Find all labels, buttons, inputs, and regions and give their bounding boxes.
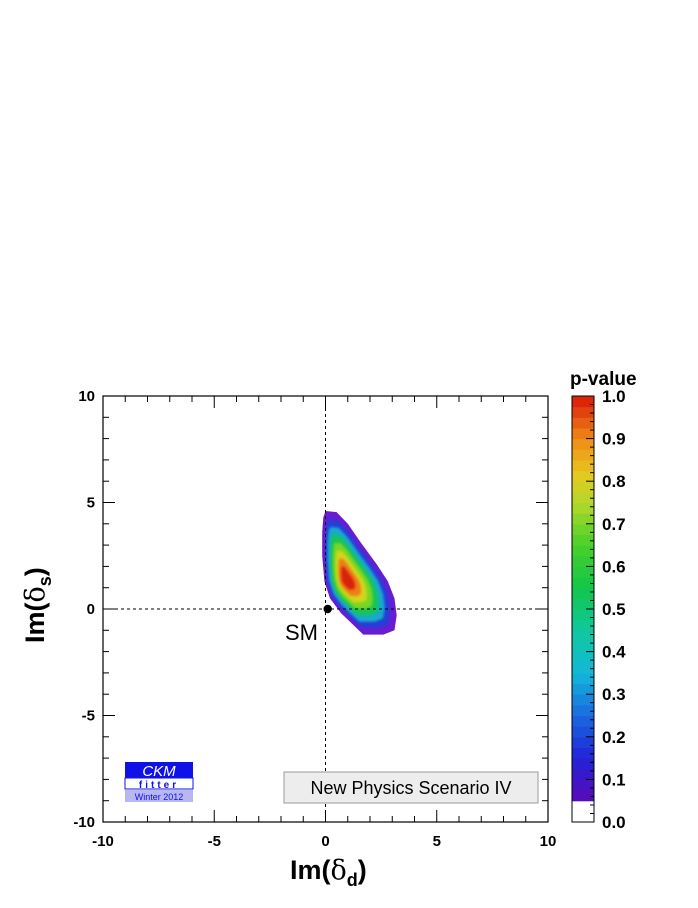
colorbar-tick-label: 0.6	[602, 557, 626, 576]
colorbar-tick-label: 0.0	[602, 813, 626, 832]
axis-ticks	[102, 395, 549, 823]
colorbar-tick-label: 1.0	[602, 387, 626, 406]
colorbar-segment	[572, 470, 594, 482]
colorbar-segment	[572, 672, 594, 685]
colorbar-segment	[572, 651, 594, 663]
colorbar-segment	[572, 704, 594, 717]
colorbar-segment	[572, 598, 594, 610]
colorbar-tick-label: 0.7	[602, 515, 626, 534]
colorbar-title: p-value	[570, 369, 637, 390]
x-tick-label: 0	[321, 833, 329, 850]
colorbar-segment	[572, 790, 594, 802]
logo-date-text: Winter 2012	[135, 792, 184, 802]
colorbar-segment	[572, 502, 594, 514]
x-tick-label: 5	[433, 833, 441, 850]
y-tick-label: -5	[82, 708, 95, 725]
colorbar-segment	[572, 758, 594, 770]
ckmfitter-logo: CKM fitter Winter 2012	[124, 762, 194, 802]
colorbar-tick-label: 0.1	[602, 770, 626, 789]
colorbar-segment	[572, 694, 594, 706]
colorbar-segment	[572, 566, 594, 578]
colorbar-segment	[572, 555, 594, 567]
colorbar-segment	[572, 662, 594, 674]
colorbar-segment	[572, 726, 594, 738]
colorbar-segment	[572, 609, 594, 621]
contour-region-p0.95	[341, 566, 356, 590]
colorbar-segment	[572, 513, 594, 525]
colorbar-segment	[572, 438, 594, 450]
x-tick-label: 10	[540, 833, 557, 850]
colorbar-segment	[572, 587, 594, 599]
y-tick-label: 10	[78, 388, 95, 405]
x-tick-label: -5	[208, 833, 221, 850]
colorbar-segment	[572, 619, 594, 631]
colorbar-tick-label: 0.8	[602, 472, 626, 491]
colorbar-tick-label: 0.2	[602, 728, 626, 747]
colorbar-segment	[572, 768, 594, 780]
x-axis-title: Im(δd)	[290, 855, 367, 890]
y-tick-label: 0	[87, 601, 95, 618]
colorbar-segment	[572, 459, 594, 472]
colorbar-segment	[572, 545, 594, 557]
colorbar-segment	[572, 523, 594, 536]
colorbar-segment	[572, 417, 594, 429]
y-tick-label: 5	[87, 495, 95, 512]
colorbar-segment	[572, 481, 594, 493]
colorbar-tick-label: 0.4	[602, 643, 626, 662]
p-value-contours	[322, 511, 397, 635]
scenario-legend-text: New Physics Scenario IV	[310, 778, 511, 798]
colorbar-segment	[572, 534, 594, 546]
colorbar: 0.0 0.1 0.2 0.3 0.4 0.5 0.6 0.7 0.8 0.9 1.0	[571, 387, 626, 832]
colorbar-segment	[572, 427, 594, 440]
colorbar-segment	[572, 715, 594, 727]
y-tick-label: -10	[73, 814, 95, 831]
colorbar-tick-label: 0.5	[602, 600, 626, 619]
colorbar-segment	[572, 747, 594, 759]
logo-ckm-text: CKM	[142, 763, 176, 780]
colorbar-segment	[572, 396, 594, 408]
colorbar-segment	[572, 406, 594, 418]
logo-fitter-text: fitter	[139, 780, 179, 791]
colorbar-tick-label: 0.9	[602, 430, 626, 449]
sm-label: SM	[285, 620, 318, 645]
colorbar-segment	[572, 449, 594, 461]
colorbar-segment	[572, 779, 594, 791]
sm-point	[323, 604, 332, 614]
x-tick-label: -10	[92, 833, 114, 850]
y-axis-title: Im(δs)	[20, 567, 55, 643]
colorbar-segment	[572, 811, 594, 823]
colorbar-segment	[572, 800, 594, 812]
colorbar-segment	[572, 736, 594, 749]
colorbar-segment	[572, 640, 594, 653]
colorbar-segment	[572, 491, 594, 504]
colorbar-segment	[572, 683, 594, 695]
axis-tick-labels: -10 -5 0 5 10 -10 -5 0 5 10	[73, 388, 556, 850]
scenario-legend-box: New Physics Scenario IV	[283, 771, 539, 804]
colorbar-segment	[572, 577, 594, 589]
colorbar-segment	[572, 630, 594, 642]
colorbar-tick-label: 0.3	[602, 685, 626, 704]
